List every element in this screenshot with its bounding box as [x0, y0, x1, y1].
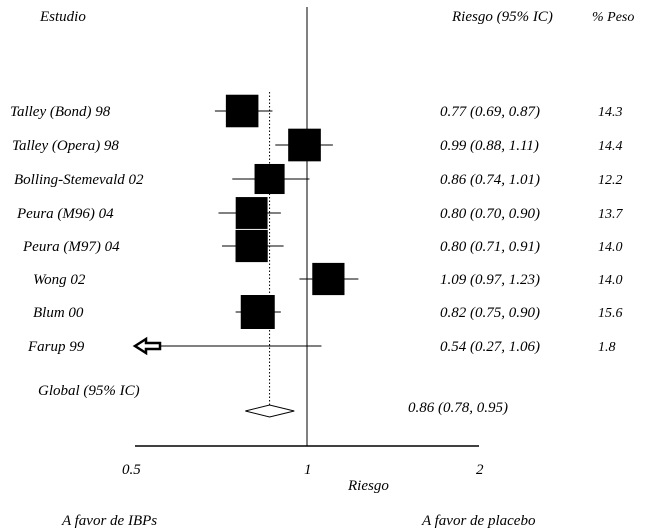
study-marker	[235, 197, 268, 229]
overall-diamond	[245, 404, 295, 418]
study-ci-text: 0.54 (0.27, 1.06)	[440, 339, 540, 355]
study-label: Bolling-Stemevald 02	[14, 172, 144, 188]
study-label: Talley (Bond) 98	[10, 104, 111, 120]
study-ci-text: 0.77 (0.69, 0.87)	[440, 104, 540, 120]
study-ci-text: 1.09 (0.97, 1.23)	[440, 272, 540, 288]
study-marker	[288, 128, 321, 162]
study-ci-text: 0.86 (0.74, 1.01)	[440, 172, 540, 188]
study-marker	[312, 262, 345, 296]
study-label: Blum 00	[33, 305, 84, 321]
study-weight: 14.0	[598, 273, 623, 288]
overall-ci-text: 0.86 (0.78, 0.95)	[408, 400, 508, 416]
study-marker	[254, 163, 285, 195]
ci-arrow	[132, 336, 162, 356]
study-weight: 12.2	[598, 173, 623, 188]
study-weight: 15.6	[598, 306, 623, 321]
study-weight: 13.7	[598, 207, 624, 222]
study-label: Wong 02	[33, 272, 86, 288]
x-tick-label: 0.5	[122, 462, 141, 478]
study-label: Farup 99	[27, 339, 85, 355]
header-ratio: Riesgo (95% IC)	[451, 9, 553, 25]
study-ci-text: 0.82 (0.75, 0.90)	[440, 305, 540, 321]
favours-left-label: A favor de IBPs	[61, 513, 157, 529]
study-weight: 14.0	[598, 240, 623, 255]
overall-label: Global (95% IC)	[38, 383, 140, 399]
study-label: Peura (M97) 04	[22, 239, 120, 255]
x-tick-label: 2	[476, 462, 484, 478]
study-marker	[235, 229, 268, 263]
study-marker	[225, 94, 259, 128]
x-tick-label: 1	[304, 462, 312, 478]
header-study: Estudio	[39, 9, 86, 25]
study-ci-text: 0.99 (0.88, 1.11)	[440, 138, 539, 154]
x-axis: 0.5 1 2	[122, 445, 484, 478]
study-label: Talley (Opera) 98	[12, 138, 119, 154]
study-ci-text: 0.80 (0.70, 0.90)	[440, 206, 540, 222]
chart-marks	[132, 7, 359, 446]
x-axis-label: Riesgo	[347, 478, 389, 494]
study-weight: 14.3	[598, 105, 623, 120]
favours-right-label: A favor de placebo	[421, 513, 536, 529]
study-rows: Talley (Bond) 98 0.77 (0.69, 0.87) 14.3 Tal…	[10, 104, 624, 355]
study-weight: 1.8	[598, 340, 616, 355]
study-label: Peura (M96) 04	[16, 206, 114, 222]
header-weight: % Peso	[592, 10, 634, 25]
study-ci-text: 0.80 (0.71, 0.91)	[440, 239, 540, 255]
study-marker	[240, 295, 275, 329]
study-weight: 14.4	[598, 139, 623, 154]
